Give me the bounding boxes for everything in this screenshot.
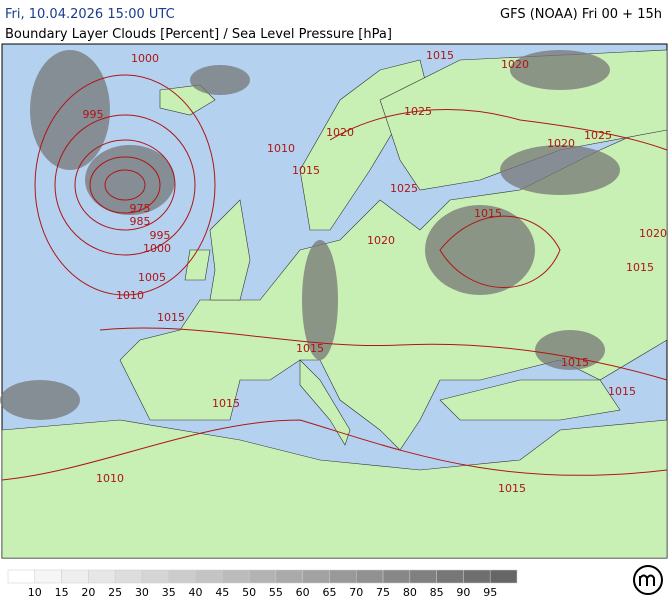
isobars bbox=[1, 74, 668, 481]
isobar-label: 1010 bbox=[116, 289, 144, 302]
legend-label: 25 bbox=[108, 586, 122, 599]
isobar-label: 975 bbox=[130, 202, 151, 215]
subtitle: Boundary Layer Clouds [Percent] / Sea Le… bbox=[5, 27, 392, 42]
legend-swatch bbox=[61, 569, 89, 584]
legend-label: 85 bbox=[430, 586, 444, 599]
isobar-label: 1020 bbox=[367, 234, 395, 247]
legend-label: 90 bbox=[456, 586, 470, 599]
legend-swatch bbox=[489, 569, 518, 584]
isobar-label: 1015 bbox=[474, 207, 502, 220]
legend-swatch bbox=[7, 569, 36, 584]
isobar-label: 1010 bbox=[267, 142, 295, 155]
isobar-label: 1005 bbox=[138, 271, 166, 284]
isobar-label: 1015 bbox=[608, 385, 636, 398]
isobar-label: 1020 bbox=[547, 137, 575, 150]
isobar-label: 1020 bbox=[639, 227, 667, 240]
legend: 10 15 20 25 30 35 40 45 50 55 60 65 70 75 80 85 90 95 bbox=[7, 569, 518, 599]
legend-label: 20 bbox=[81, 586, 95, 599]
legend-label: 30 bbox=[135, 586, 149, 599]
isobar-label: 1015 bbox=[296, 342, 324, 355]
legend-swatch bbox=[248, 569, 277, 584]
legend-label: 10 bbox=[28, 586, 42, 599]
legend-swatch bbox=[409, 569, 437, 584]
legend-label: 35 bbox=[162, 586, 176, 599]
model-run: GFS (NOAA) Fri 00 + 15h bbox=[500, 7, 662, 22]
legend-label: 40 bbox=[189, 586, 203, 599]
legend-label: 50 bbox=[242, 586, 256, 599]
isobar-label: 1025 bbox=[404, 105, 432, 118]
legend-label: 55 bbox=[269, 586, 283, 599]
isobar-label: 1015 bbox=[498, 482, 526, 495]
isobar-label: 995 bbox=[150, 229, 171, 242]
isobar-label: 1015 bbox=[292, 164, 320, 177]
logo bbox=[633, 565, 663, 595]
map bbox=[0, 43, 668, 559]
isobar-label: 1025 bbox=[390, 182, 418, 195]
legend-swatch bbox=[168, 569, 196, 584]
legend-swatch bbox=[222, 569, 250, 584]
legend-swatch bbox=[114, 569, 143, 584]
isobar-label: 995 bbox=[83, 108, 104, 121]
datetime: Fri, 10.04.2026 15:00 UTC bbox=[5, 7, 175, 22]
isobar-label: 1015 bbox=[426, 49, 454, 62]
legend-swatch bbox=[275, 569, 303, 584]
legend-label: 60 bbox=[296, 586, 310, 599]
legend-swatch bbox=[329, 569, 357, 584]
legend-label: 95 bbox=[483, 586, 497, 599]
legend-label: 45 bbox=[215, 586, 229, 599]
isobar-label: 1015 bbox=[561, 356, 589, 369]
isobar-label: 1020 bbox=[501, 58, 529, 71]
isobar-label: 985 bbox=[130, 215, 151, 228]
isobar-label: 1025 bbox=[584, 129, 612, 142]
legend-label: 15 bbox=[55, 586, 69, 599]
legend-label: 80 bbox=[403, 586, 417, 599]
legend-label: 70 bbox=[349, 586, 363, 599]
legend-label: 65 bbox=[322, 586, 336, 599]
legend-swatch bbox=[356, 569, 384, 584]
legend-swatch bbox=[463, 569, 491, 584]
legend-swatch bbox=[141, 569, 169, 584]
legend-swatch bbox=[436, 569, 464, 584]
legend-swatch bbox=[88, 569, 116, 584]
clouds bbox=[0, 50, 620, 420]
legend-label: 75 bbox=[376, 586, 390, 599]
isobar-label: 1010 bbox=[96, 472, 124, 485]
isobar-label: 1015 bbox=[626, 261, 654, 274]
isobar-label: 1020 bbox=[326, 126, 354, 139]
legend-swatch bbox=[302, 569, 330, 584]
legend-swatch bbox=[382, 569, 411, 584]
legend-swatch bbox=[195, 569, 223, 584]
isobar-label: 1015 bbox=[157, 311, 185, 324]
isobar-label: 1000 bbox=[131, 52, 159, 65]
isobar-label: 1015 bbox=[212, 397, 240, 410]
legend-swatch bbox=[34, 569, 62, 584]
isobar-label: 1000 bbox=[143, 242, 171, 255]
